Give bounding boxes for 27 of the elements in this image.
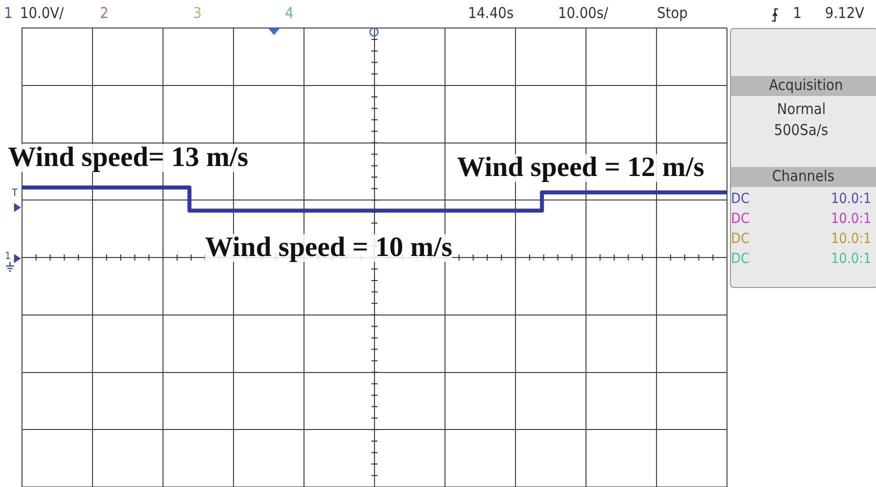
text: 10.0:1 [831,231,872,247]
text: 2 [100,4,109,22]
text: Acquisition [769,76,843,94]
text: Wind speed= 13 m/s [8,142,248,173]
text: 4 [285,4,294,22]
text: 9.12V [825,4,864,22]
text: Normal [777,100,826,118]
text: 10.00s/ [558,4,608,22]
text: DC [731,211,750,227]
text: 10.0:1 [831,191,872,207]
text: Stop [657,4,688,22]
text: 10.0:1 [831,251,872,267]
text: 1 [5,251,11,262]
text: T [12,188,18,199]
text: 1 [793,4,802,22]
text: DC [731,251,750,267]
text: Wind speed = 12 m/s [457,152,704,183]
text: 1 [4,4,13,22]
text: DC [731,231,750,247]
text: 500Sa/s [774,121,828,139]
text: 3 [193,4,202,22]
text: DC [731,191,750,207]
text: Channels [772,167,834,185]
text: 14.40s [468,4,514,22]
annotation: Wind speed = 10 m/s [205,232,452,263]
text: 10.0:1 [831,211,872,227]
text: 10.0V/ [20,4,64,22]
